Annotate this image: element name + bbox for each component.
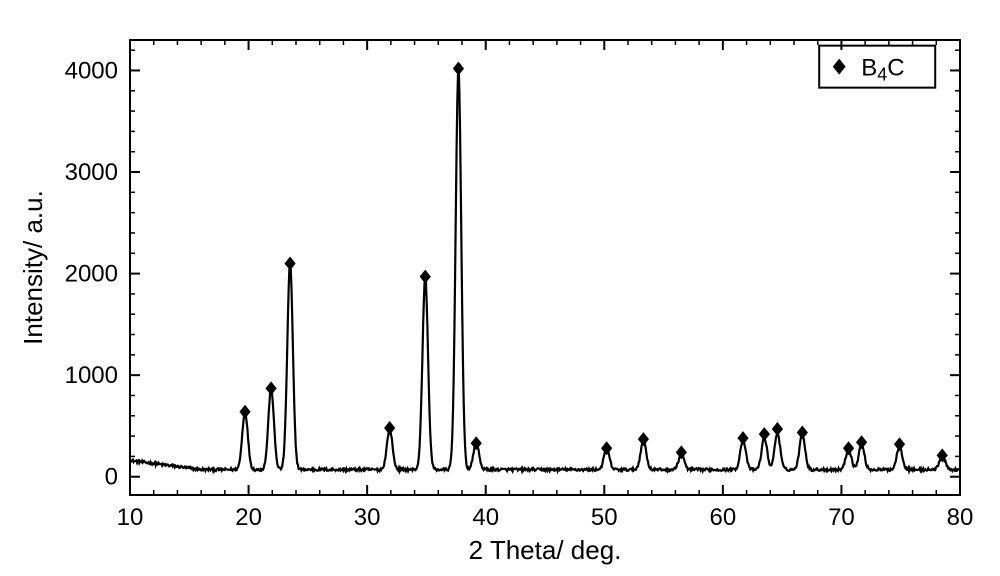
svg-text:20: 20 (235, 504, 262, 531)
svg-text:50: 50 (591, 504, 618, 531)
svg-text:40: 40 (472, 504, 499, 531)
svg-text:4000: 4000 (65, 57, 118, 84)
svg-text:2000: 2000 (65, 261, 118, 288)
svg-text:60: 60 (710, 504, 737, 531)
svg-text:Intensity/ a.u.: Intensity/ a.u. (18, 190, 48, 345)
svg-text:2 Theta/ deg.: 2 Theta/ deg. (469, 535, 622, 565)
svg-text:70: 70 (828, 504, 855, 531)
svg-text:0: 0 (105, 464, 118, 491)
svg-text:10: 10 (117, 504, 144, 531)
svg-text:1000: 1000 (65, 362, 118, 389)
svg-text:80: 80 (947, 504, 974, 531)
svg-text:B4C: B4C (861, 55, 904, 85)
svg-text:3000: 3000 (65, 159, 118, 186)
svg-text:30: 30 (354, 504, 381, 531)
xrd-chart: 10 20 30 40 50 60 70 80 2 Theta/ deg. 0 1000 2000 30… (0, 0, 1000, 576)
